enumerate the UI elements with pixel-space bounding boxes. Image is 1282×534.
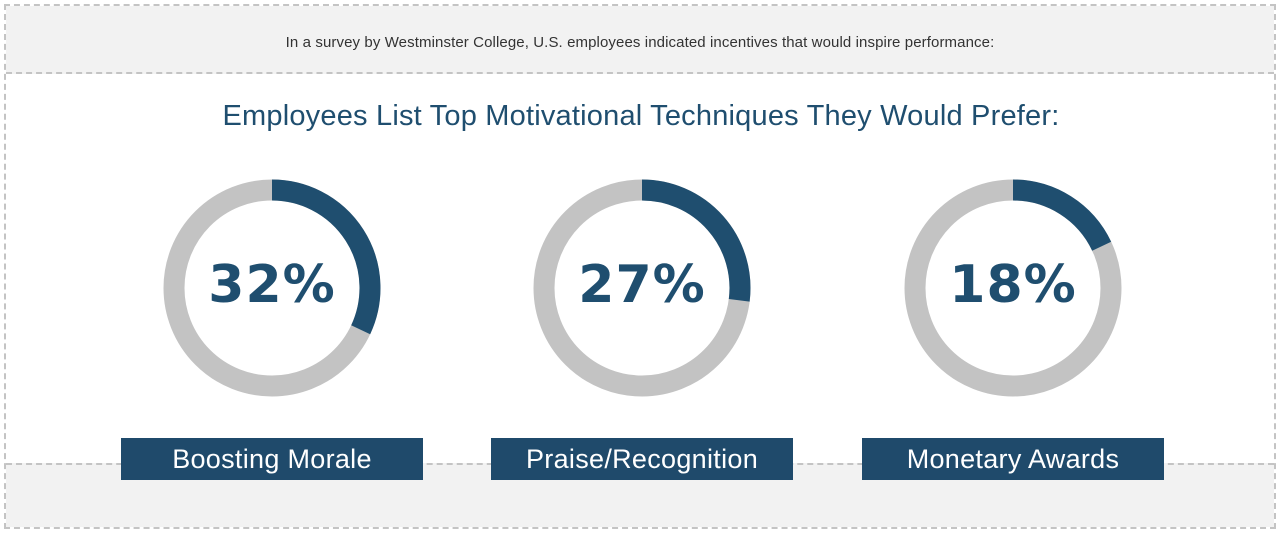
percent-label-monetary-awards: 18% (949, 255, 1077, 315)
intro-band: In a survey by Westminster College, U.S.… (6, 6, 1274, 74)
chart-title: Employees List Top Motivational Techniqu… (222, 100, 1060, 132)
intro-text: In a survey by Westminster College, U.S.… (285, 34, 995, 51)
ring-arc-boosting-morale (271, 179, 381, 335)
percent-label-praise-recognition: 27% (578, 255, 706, 315)
category-label-boosting-morale: Boosting Morale (121, 438, 423, 480)
ring-arc-monetary-awards (1012, 179, 1112, 252)
ring-arc-praise-recognition (641, 179, 751, 302)
percent-label-boosting-morale: 32% (208, 255, 336, 315)
category-label-praise-recognition: Praise/Recognition (491, 438, 793, 480)
category-label-monetary-awards: Monetary Awards (862, 438, 1164, 480)
